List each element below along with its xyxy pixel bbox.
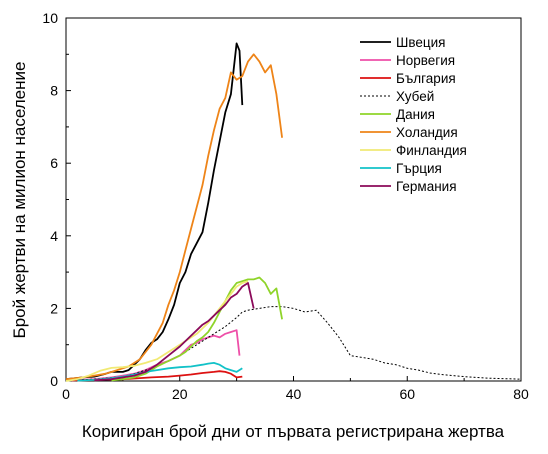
x-tick-label: 60 (399, 386, 415, 402)
y-tick-label: 6 (50, 155, 58, 171)
legend-entry: Финландия (396, 143, 467, 158)
legend-entry: България (396, 71, 456, 86)
legend-entry: Норвегия (396, 53, 455, 68)
series-line-3 (65, 306, 522, 381)
legend: Швеция Норвегия България Хубей Дания Холандия… (360, 35, 467, 194)
y-axis-title: Брой жертви на милион население (10, 62, 29, 339)
y-axis-ticks: 0 2 4 6 8 10 (42, 10, 71, 389)
x-tick-label: 0 (62, 386, 70, 402)
series-line-8 (94, 282, 255, 382)
legend-entry: Дания (396, 107, 435, 122)
series-line-1 (71, 329, 241, 382)
series-line-6 (65, 280, 249, 382)
series-line-5 (65, 53, 283, 381)
series-layer (65, 42, 522, 382)
legend-entry: Гърция (396, 161, 442, 176)
x-axis-ticks: 0 20 40 60 80 (62, 376, 529, 402)
y-tick-label: 4 (50, 228, 58, 244)
series-line-4 (111, 276, 283, 382)
y-tick-label: 8 (50, 83, 58, 99)
series-line-0 (65, 42, 244, 381)
legend-entry: Холандия (396, 125, 458, 140)
legend-entry: Швеция (396, 35, 446, 50)
x-tick-label: 20 (172, 386, 188, 402)
y-tick-label: 0 (50, 373, 58, 389)
legend-entry: Хубей (396, 89, 434, 104)
x-tick-label: 80 (513, 386, 529, 402)
y-tick-label: 10 (42, 10, 58, 26)
x-axis-title: Коригиран брой дни от първата регистрира… (82, 422, 505, 441)
legend-entry: Германия (396, 179, 457, 194)
y-tick-label: 2 (50, 300, 58, 316)
x-tick-label: 40 (286, 386, 302, 402)
